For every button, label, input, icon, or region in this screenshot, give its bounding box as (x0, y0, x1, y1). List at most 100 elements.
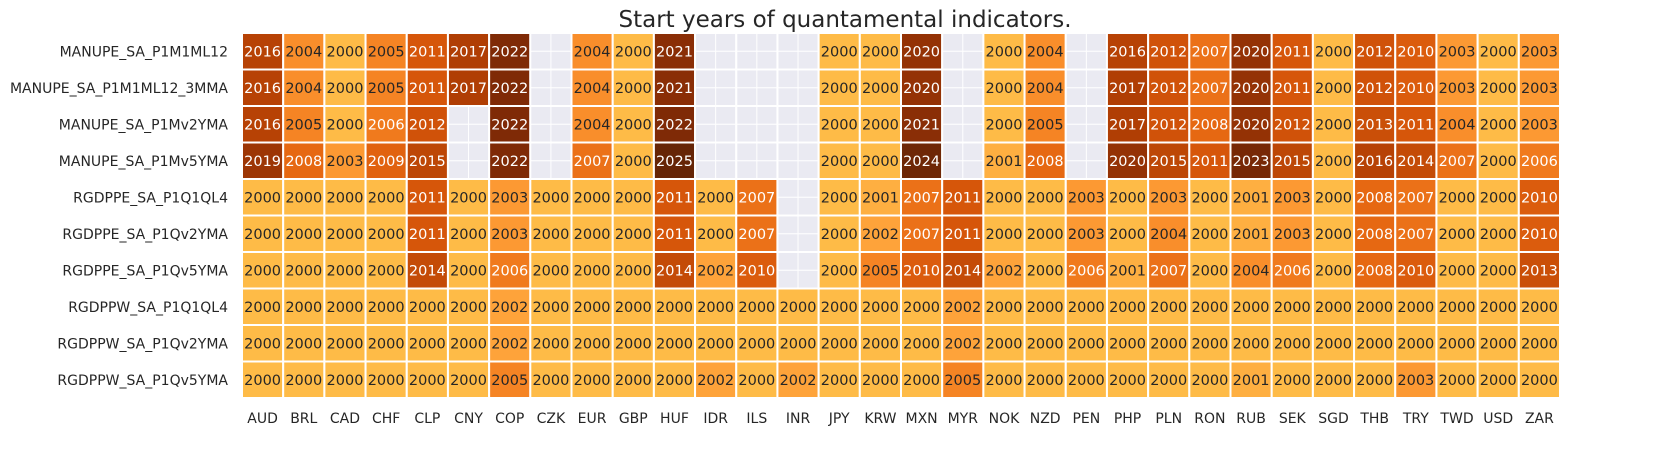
cell-value-label: 2000 (327, 44, 364, 60)
cell-value-label: 2016 (1356, 154, 1393, 170)
cell-value-label: 2008 (1027, 154, 1064, 170)
cell-value-label: 2000 (615, 117, 652, 133)
heatmap-cell (1476, 324, 1520, 363)
cell-value-label: 2022 (491, 81, 528, 97)
cell-value-label: 2002 (697, 373, 734, 389)
cell-value-label: 2000 (327, 336, 364, 352)
cell-value-label: 2000 (986, 117, 1023, 133)
heatmap-cell (858, 141, 902, 180)
cell-value-label: 2000 (1315, 81, 1352, 97)
heatmap-cell (488, 251, 532, 290)
column-label: HUF (660, 411, 689, 427)
heatmap-cell (1270, 360, 1314, 399)
heatmap-cell (446, 324, 491, 363)
cell-value-label: 2003 (491, 190, 528, 206)
cell-value-label: 2003 (1068, 190, 1105, 206)
cell-value-label: 2000 (1480, 190, 1517, 206)
cell-value-label: 2000 (532, 227, 569, 243)
cell-value-label: 2006 (1274, 263, 1311, 279)
heatmap-cell (1229, 68, 1273, 107)
heatmap-cell (611, 141, 655, 180)
cell-value-label: 2020 (1109, 154, 1146, 170)
heatmap-cell (1435, 251, 1479, 290)
cell-value-label: 2011 (1191, 154, 1228, 170)
cell-value-label: 2000 (821, 154, 858, 170)
cell-value-label: 2000 (1315, 227, 1352, 243)
cell-value-label: 2000 (986, 336, 1023, 352)
cell-value-label: 2011 (1397, 117, 1434, 133)
cell-value-label: 2007 (1397, 190, 1434, 206)
cell-value-label: 2016 (1109, 44, 1146, 60)
heatmap-cell (1229, 178, 1273, 217)
heatmap-cell (982, 287, 1026, 326)
cell-value-label: 2000 (327, 190, 364, 206)
cell-value-label: 2000 (615, 44, 652, 60)
cell-value-label: 2000 (327, 117, 364, 133)
heatmap-cell (488, 214, 532, 253)
cell-value-label: 2012 (1356, 81, 1393, 97)
heatmap-cell (1517, 287, 1562, 326)
cell-value-label: 2000 (1439, 190, 1476, 206)
cell-value-label: 2002 (986, 263, 1023, 279)
cell-value-label: 2001 (1109, 263, 1146, 279)
column-label: USD (1483, 411, 1513, 427)
cell-value-label: 2005 (1027, 117, 1064, 133)
heatmap-cell (570, 214, 614, 253)
cell-value-label: 2000 (615, 300, 652, 316)
heatmap-cell (858, 68, 902, 107)
heatmap-cell (241, 68, 285, 107)
cell-value-label: 2003 (1274, 190, 1311, 206)
cell-value-label: 2015 (409, 154, 446, 170)
cell-value-label: 2000 (368, 300, 405, 316)
cell-value-label: 2000 (1397, 300, 1434, 316)
heatmap-cell (570, 360, 614, 399)
cell-value-label: 2000 (285, 373, 322, 389)
cell-value-label: 2020 (903, 81, 940, 97)
heatmap-cell (241, 32, 285, 71)
cell-value-label: 2000 (1439, 336, 1476, 352)
cell-value-label: 2011 (1274, 44, 1311, 60)
cell-value-label: 2000 (1356, 373, 1393, 389)
column-label: RUB (1236, 411, 1266, 427)
heatmap-cell (1517, 178, 1562, 217)
cell-value-label: 2000 (738, 300, 775, 316)
heatmap-cell (1476, 360, 1520, 399)
cell-value-label: 2006 (491, 263, 528, 279)
heatmap-cell (735, 251, 779, 290)
cell-value-label: 2010 (903, 263, 940, 279)
heatmap-cell (900, 68, 944, 107)
heatmap-cell (405, 324, 449, 363)
cell-value-label: 2007 (903, 227, 940, 243)
heatmap-cell (364, 105, 408, 144)
cell-value-label: 2000 (1068, 300, 1105, 316)
cell-value-label: 2011 (409, 190, 446, 206)
heatmap-cell (776, 360, 820, 399)
heatmap-cell (1147, 324, 1191, 363)
cell-value-label: 2000 (1521, 336, 1558, 352)
heatmap-cell (735, 360, 779, 399)
cell-value-label: 2005 (285, 117, 322, 133)
heatmap-cell (1394, 105, 1438, 144)
cell-value-label: 2000 (1109, 373, 1146, 389)
cell-value-label: 2000 (738, 336, 775, 352)
cell-value-label: 2006 (1068, 263, 1105, 279)
cell-value-label: 2020 (903, 44, 940, 60)
column-label: PEN (1072, 411, 1100, 427)
cell-value-label: 2000 (862, 300, 899, 316)
heatmap-cell (1064, 360, 1108, 399)
cell-value-label: 2000 (697, 190, 734, 206)
cell-value-label: 2002 (944, 336, 981, 352)
row-label: MANUPE_SA_P1Mv2YMA (59, 117, 229, 133)
column-label: CAD (330, 411, 360, 427)
cell-value-label: 2000 (1191, 227, 1228, 243)
heatmap-cell (1517, 251, 1562, 290)
cell-value-label: 2012 (1356, 44, 1393, 60)
heatmap-cell (1147, 360, 1191, 399)
column-label: INR (786, 411, 811, 427)
cell-value-label: 2000 (1027, 373, 1064, 389)
row-label: RGDPPE_SA_P1Q1QL4 (73, 190, 228, 206)
heatmap-cell (570, 68, 614, 107)
heatmap-cell (611, 105, 655, 144)
cell-value-label: 2000 (1027, 300, 1064, 316)
cell-value-label: 2008 (1356, 227, 1393, 243)
